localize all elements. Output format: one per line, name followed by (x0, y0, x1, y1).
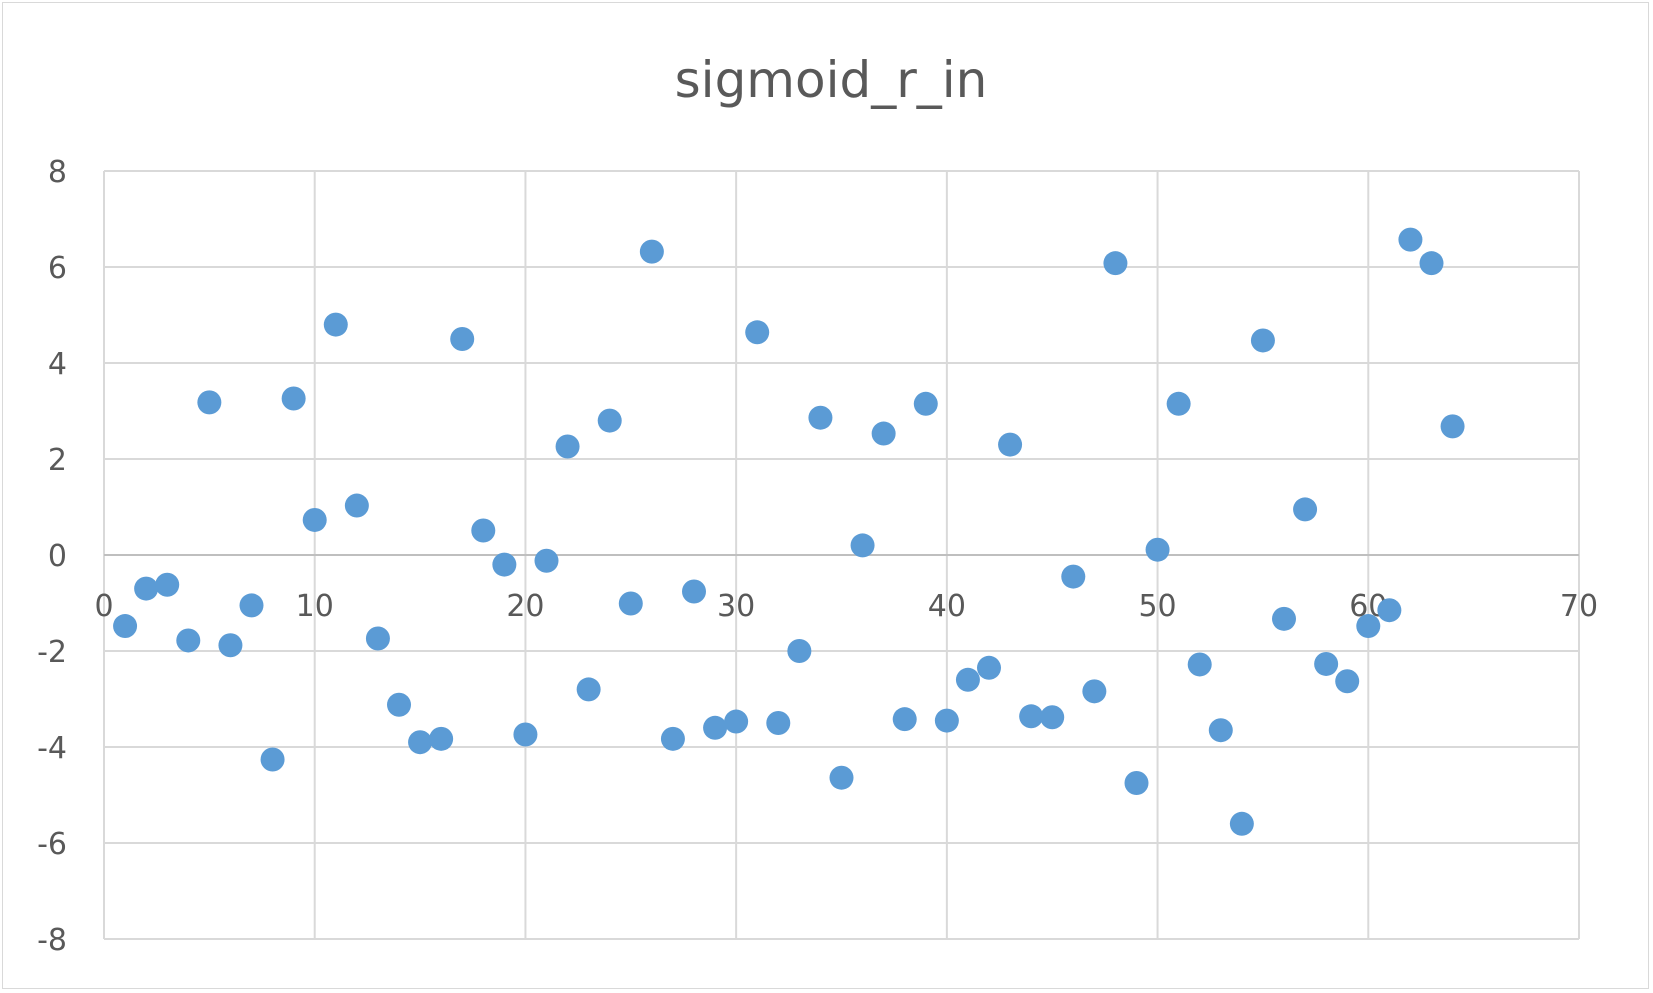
data-point (745, 320, 770, 345)
y-tick-label: -8 (37, 923, 67, 958)
data-point (1061, 564, 1086, 589)
x-tick-label: 0 (94, 589, 113, 624)
data-point (660, 726, 685, 751)
y-tick-label: 2 (48, 443, 67, 478)
x-tick-label: 20 (506, 589, 544, 624)
data-point (1040, 705, 1065, 730)
y-tick-label: 8 (48, 155, 67, 190)
y-tick-label: 6 (48, 251, 67, 286)
data-point (808, 405, 833, 430)
x-tick-label: 50 (1138, 589, 1176, 624)
data-point (492, 552, 517, 577)
data-point (302, 507, 327, 532)
data-point (387, 692, 411, 717)
x-tick-label: 70 (1560, 589, 1598, 624)
y-tick-label: 4 (48, 347, 67, 382)
data-point (323, 312, 348, 337)
x-axis-tick-labels: 0 10 20 30 40 50 60 70 (94, 589, 1598, 624)
data-point (113, 614, 138, 639)
data-point (829, 765, 854, 790)
data-point (892, 707, 917, 732)
data-point (429, 726, 454, 751)
data-point (1229, 811, 1254, 836)
data-point (218, 633, 243, 658)
data-point (1145, 537, 1170, 562)
data-point (1419, 251, 1444, 276)
data-point (871, 421, 896, 446)
data-point (1124, 771, 1149, 795)
y-tick-label: 0 (48, 539, 67, 574)
data-point (1166, 391, 1191, 416)
data-point (639, 239, 664, 264)
data-point (703, 715, 728, 740)
data-point (934, 708, 959, 733)
data-point (682, 579, 706, 604)
data-point (134, 576, 159, 601)
x-tick-label: 40 (928, 589, 966, 624)
x-tick-label: 10 (296, 589, 334, 624)
data-point (344, 493, 369, 518)
y-axis-tick-labels: -8 -6 -4 -2 0 2 4 6 8 (37, 155, 67, 958)
data-point (365, 626, 390, 651)
data-point (955, 667, 980, 692)
data-point (281, 386, 306, 411)
scatter-chart: sigmoid_r_in 0 10 20 30 40 50 60 70 -8-6-4-2024… (37, 51, 1598, 958)
chart-title: sigmoid_r_in (675, 51, 988, 109)
data-point (597, 408, 622, 433)
data-point (513, 722, 538, 747)
data-point (471, 518, 496, 543)
data-point (1272, 606, 1296, 631)
data-points (113, 227, 1465, 836)
x-tick-label: 30 (717, 589, 755, 624)
data-point (576, 677, 601, 702)
data-point (176, 628, 201, 653)
y-tick-label: -4 (37, 731, 67, 766)
data-point (239, 593, 264, 618)
data-point (1019, 704, 1044, 729)
data-point (1398, 227, 1423, 252)
y-tick-label: -2 (37, 635, 67, 670)
data-point (850, 533, 875, 558)
data-point (1335, 669, 1360, 694)
data-point (1440, 414, 1465, 439)
data-point (1356, 614, 1381, 639)
data-point (787, 639, 812, 663)
data-point (977, 655, 1001, 680)
data-point (1293, 497, 1318, 522)
data-point (724, 709, 749, 734)
data-point (450, 327, 475, 351)
y-tick-label: -6 (37, 827, 67, 862)
data-point (555, 434, 580, 459)
data-point (766, 711, 791, 735)
data-point (998, 432, 1023, 457)
data-point (260, 747, 285, 772)
data-point (155, 572, 180, 597)
data-point (1187, 652, 1212, 677)
data-point (618, 591, 643, 616)
data-point (197, 390, 222, 415)
data-point (1208, 718, 1233, 743)
data-point (408, 730, 433, 755)
data-point (534, 548, 559, 573)
data-point (1314, 651, 1339, 676)
data-point (913, 391, 938, 416)
data-point (1377, 598, 1402, 623)
data-point (1103, 251, 1128, 276)
data-point (1250, 328, 1275, 353)
data-point (1082, 679, 1107, 704)
